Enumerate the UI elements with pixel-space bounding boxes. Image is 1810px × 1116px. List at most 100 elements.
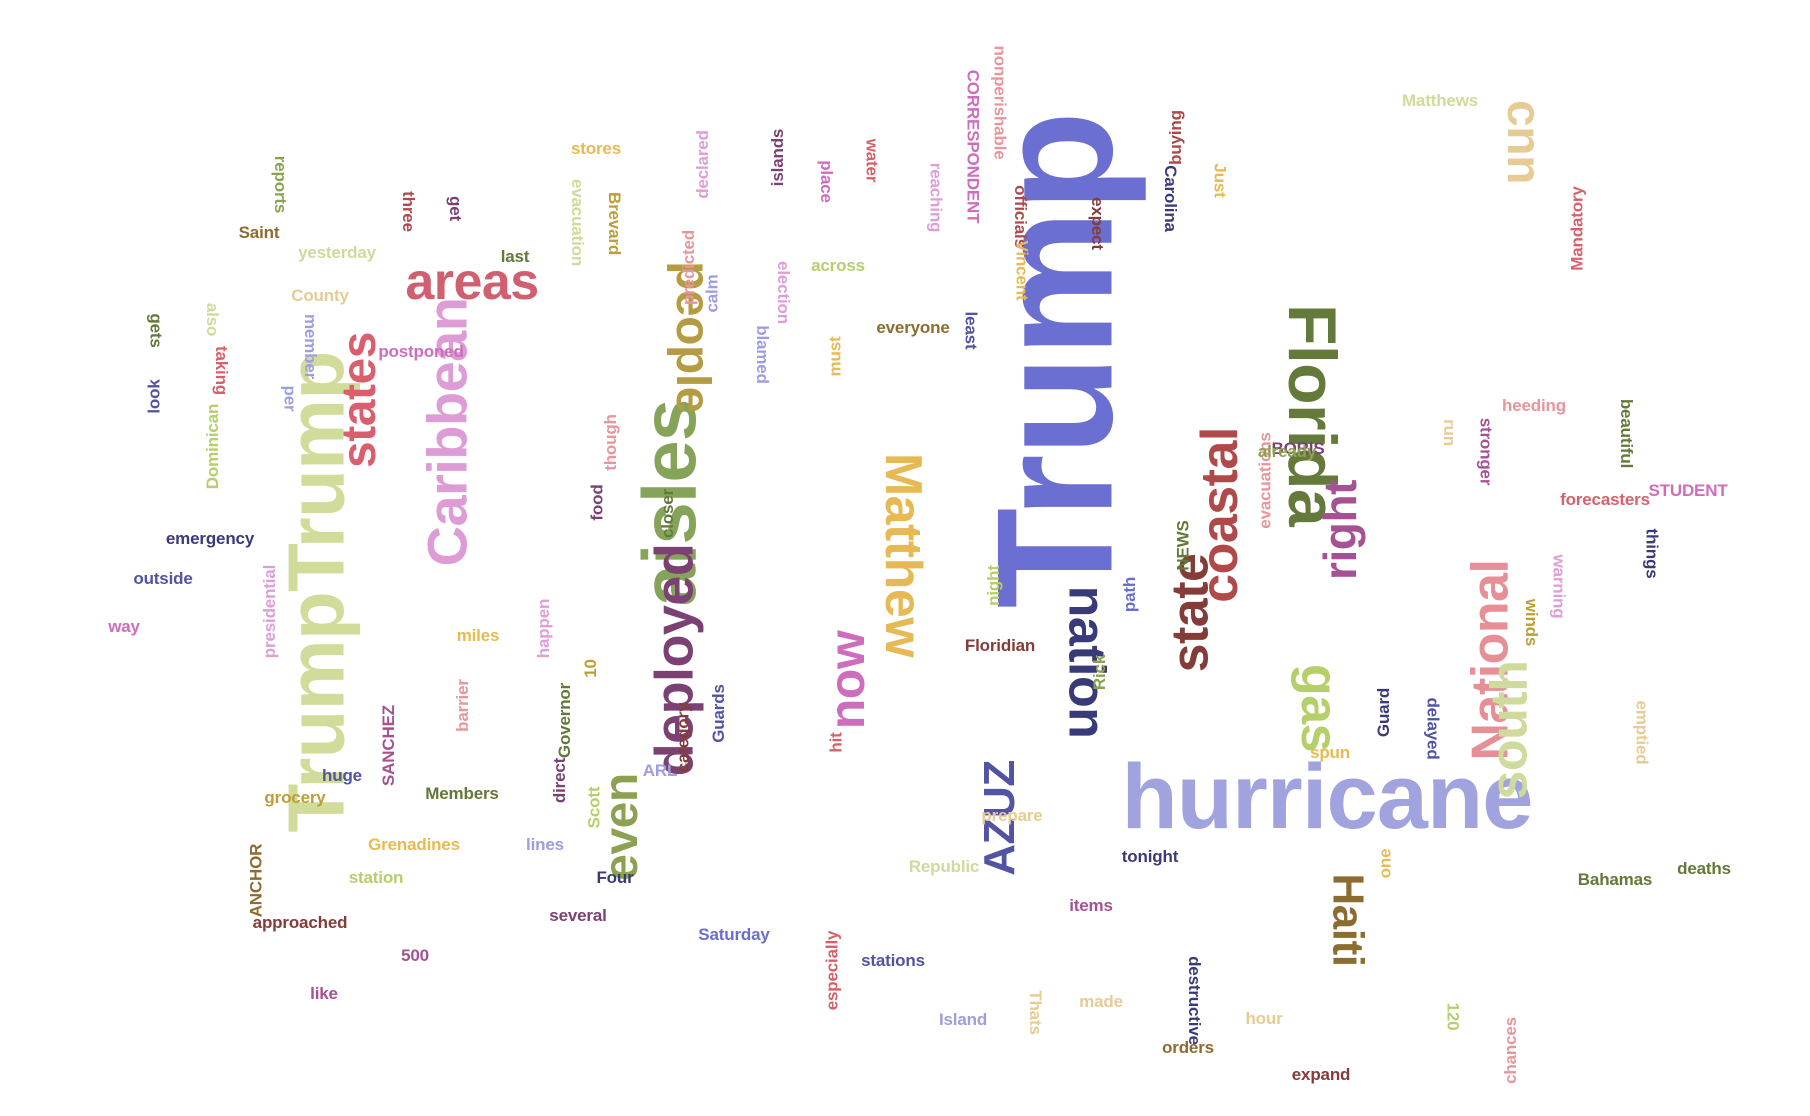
word: state (1160, 553, 1219, 673)
word: Four (596, 867, 634, 887)
word: warning (1549, 554, 1569, 618)
word: emergency (165, 528, 255, 548)
word: food (587, 483, 607, 521)
word: CORRESPONDENT (963, 69, 983, 223)
word: Governor (555, 682, 575, 758)
word: nonperishable (990, 45, 1010, 159)
word: Guard (1374, 687, 1394, 737)
word: 10 (580, 658, 600, 678)
word: several (549, 905, 607, 925)
word: STUDENT (1648, 480, 1728, 500)
word: SANCHEZ (378, 704, 398, 786)
word: evacuation (568, 178, 588, 266)
word: declared (692, 129, 712, 199)
word: also (203, 302, 223, 336)
word: Saint (238, 222, 280, 242)
word: Vincent (1012, 240, 1032, 300)
word: winds (1522, 598, 1542, 646)
word: gas (1289, 663, 1348, 753)
word: prepare (981, 805, 1043, 825)
word: expand (1291, 1064, 1351, 1084)
word: Haiti (1324, 873, 1373, 967)
word: get (445, 195, 465, 221)
word: spun (1310, 742, 1350, 762)
word: huge (322, 765, 362, 785)
word: hit (826, 731, 846, 753)
word: officials (1010, 184, 1030, 248)
word: orders (1162, 1037, 1214, 1057)
word: Bahamas (1577, 869, 1653, 889)
word: Island (938, 1009, 988, 1029)
word: across (811, 255, 865, 275)
word: things (1642, 528, 1662, 578)
word: Brevard (605, 191, 625, 255)
word: Rick (1090, 654, 1110, 690)
word: NEWS (1173, 519, 1193, 571)
word: outside (133, 568, 193, 588)
word: delayed (1423, 696, 1443, 760)
word: especially (822, 930, 842, 1010)
word: already (1257, 441, 1317, 461)
word: Trump (962, 112, 1147, 608)
word: deaths (1677, 858, 1731, 878)
word: though (600, 413, 620, 471)
word: hour (1245, 1008, 1283, 1028)
word: items (1069, 895, 1113, 915)
word: calm (702, 273, 722, 313)
word: gets (146, 312, 166, 348)
word: stations (861, 950, 925, 970)
word: buying (1165, 109, 1185, 165)
word: ARL (642, 760, 678, 780)
word: three (398, 190, 418, 232)
word: look (144, 378, 164, 414)
word: Scott (584, 786, 604, 828)
word: hurricane (1121, 746, 1534, 848)
word: run (1439, 418, 1459, 446)
word: election (773, 260, 793, 324)
word: reaching (926, 162, 946, 232)
word: south (1480, 660, 1538, 800)
word: per (280, 385, 300, 411)
word: Thats (1025, 989, 1045, 1035)
word: expect (1087, 196, 1107, 250)
word: stores (570, 138, 621, 158)
word: Carolina (1160, 164, 1180, 232)
word: last (500, 246, 530, 266)
word: Republic (908, 856, 980, 876)
word: closer (658, 488, 678, 538)
word: place (816, 159, 836, 203)
word: happen (534, 598, 554, 658)
word: station (348, 867, 404, 887)
word: County (291, 285, 349, 305)
word: areas (405, 253, 539, 311)
word: BORIS (1271, 438, 1325, 458)
word: tonight (1121, 846, 1179, 866)
word: Matthew (874, 452, 932, 658)
word: Matthews (1401, 90, 1479, 110)
word: barrier (452, 678, 472, 732)
word: Mandatory (1567, 185, 1587, 271)
word: Caribbean (415, 297, 478, 567)
word: islands (768, 128, 788, 186)
word: water (862, 138, 882, 182)
word: stronger (1476, 417, 1496, 485)
word: reports (271, 155, 291, 213)
word: everyone (876, 317, 950, 337)
word: Just (1210, 162, 1230, 198)
word: path (1120, 576, 1140, 612)
word: states (333, 332, 386, 468)
word: must (825, 336, 845, 376)
word: made (1079, 991, 1123, 1011)
word: miles (456, 625, 500, 645)
word: presidential (260, 564, 280, 658)
word: Saturday (698, 924, 770, 944)
word: destructive (1184, 955, 1204, 1045)
word: approached (252, 912, 348, 932)
word: member (301, 313, 321, 379)
word: blamed (752, 324, 772, 384)
word: now (818, 630, 875, 730)
word: cnn (1497, 100, 1550, 184)
word: night (983, 564, 1003, 606)
word: Guards (708, 683, 728, 743)
